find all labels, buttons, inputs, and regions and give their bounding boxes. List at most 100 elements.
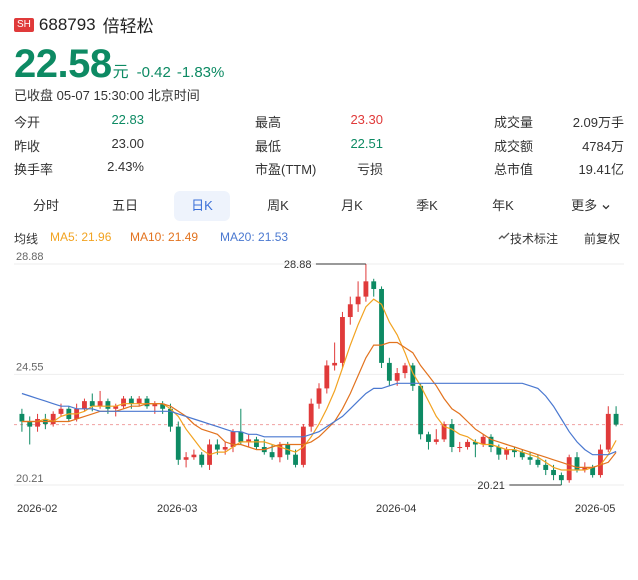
candle-body: [246, 439, 252, 442]
stat-label: 今开: [14, 115, 41, 130]
candle-body: [160, 403, 166, 409]
candle-body: [355, 296, 361, 305]
x-tick-label: 2026-03: [157, 503, 198, 515]
candle-body: [551, 469, 556, 476]
ma20-value: MA20: 21.53: [220, 230, 289, 244]
candle-body: [340, 317, 345, 363]
candle-body: [426, 434, 431, 442]
current-price: 22.58: [14, 42, 112, 86]
stat-pe-ttm: 市盈(TTM) 亏损: [255, 159, 383, 177]
price-change: -0.42: [136, 64, 171, 81]
candle-body: [504, 449, 510, 455]
stat-label: 总市值: [494, 162, 534, 177]
candle-body: [465, 441, 470, 448]
stat-low: 最低 22.51: [255, 136, 383, 154]
candle-body: [152, 403, 158, 407]
max-marker-label: 28.88: [284, 259, 312, 271]
tab-quarterly-k[interactable]: 季K: [416, 198, 438, 213]
candle-body: [394, 373, 400, 381]
candle-body: [441, 424, 447, 440]
tab-five-day[interactable]: 五日: [111, 198, 138, 213]
stat-volume: 成交量 2.09万手: [494, 112, 624, 130]
candle-body: [58, 408, 64, 414]
candle-body: [566, 457, 572, 481]
tab-yearly-k[interactable]: 年K: [492, 198, 514, 213]
candle-body: [379, 288, 384, 363]
candle-body: [168, 408, 173, 427]
ma10-line: [21, 341, 617, 468]
stat-value: 2.09万手: [572, 115, 624, 130]
candle-body: [82, 401, 87, 409]
stat-label: 最低: [255, 139, 282, 154]
stat-value: 22.51: [350, 136, 383, 151]
candle-body: [558, 475, 564, 481]
tab-more[interactable]: 更多: [558, 191, 624, 221]
ma20-line: [21, 382, 617, 456]
candle-body: [89, 401, 95, 407]
candle-body: [35, 418, 40, 427]
tab-monthly-k[interactable]: 月K: [341, 198, 363, 213]
candle-body: [535, 459, 541, 465]
stat-label: 换手率: [14, 162, 54, 177]
min-marker-label: 20.21: [477, 480, 505, 492]
candle-body: [254, 439, 259, 448]
candle-body: [598, 449, 603, 476]
candle-body: [433, 439, 439, 442]
price-change-percent: -1.83%: [176, 64, 225, 81]
candle-body: [183, 457, 189, 460]
exchange-badge: SH: [14, 17, 34, 32]
ma5-value: MA5: 21.96: [50, 230, 112, 244]
stat-open: 今开 22.83: [14, 112, 144, 130]
tab-weekly-k[interactable]: 周K: [267, 198, 289, 213]
candle-body: [293, 454, 298, 465]
stock-name: 倍轻松: [102, 17, 154, 36]
candle-body: [175, 426, 181, 460]
candle-body: [449, 424, 455, 448]
candle-body: [19, 413, 25, 422]
tab-intraday[interactable]: 分时: [32, 198, 59, 213]
candle-body: [613, 413, 619, 425]
candlestick-chart[interactable]: 28.88 24.55 20.21 28.88 20.21: [0, 248, 638, 528]
candle-body: [191, 454, 197, 458]
candle-body: [27, 421, 33, 427]
chevron-down-icon: [602, 204, 610, 209]
y-tick-label: 24.55: [16, 361, 44, 373]
stat-value: 4784万: [582, 139, 624, 154]
y-tick-label: 20.21: [16, 473, 44, 485]
candle-body: [488, 436, 494, 448]
candle-body: [605, 413, 611, 450]
candle-body: [543, 464, 549, 470]
tech-annotation-toggle[interactable]: 技术标注: [498, 230, 558, 246]
candle-body: [457, 447, 463, 449]
candle-body: [512, 449, 517, 453]
stat-label: 市盈(TTM): [255, 162, 317, 177]
candle-body: [230, 431, 236, 448]
candle-body: [199, 454, 205, 465]
tab-daily-k[interactable]: 日K: [174, 191, 230, 221]
stock-header: SH 688793 倍轻松: [14, 12, 154, 37]
candle-body: [480, 436, 486, 445]
stat-label: 成交额: [494, 139, 534, 154]
tech-annotation-label: 技术标注: [510, 232, 559, 246]
stat-market-cap: 总市值 19.41亿: [494, 159, 624, 177]
candle-body: [574, 457, 580, 470]
stat-value: 22.83: [111, 112, 144, 127]
stat-value: 23.00: [111, 136, 144, 151]
candle-body: [269, 452, 275, 458]
stat-label: 成交量: [494, 115, 534, 130]
x-tick-label: 2026-02: [17, 503, 58, 515]
candle-body: [418, 385, 424, 435]
candle-body: [332, 362, 338, 366]
candle-body: [590, 467, 596, 476]
stat-value: 2.43%: [107, 159, 144, 174]
candle-body: [582, 467, 588, 470]
market-status: 已收盘 05-07 15:30:00 北京时间: [14, 88, 200, 103]
candle-body: [496, 447, 502, 455]
candle-body: [347, 304, 353, 318]
ma-title[interactable]: 均线: [14, 232, 39, 246]
price-adjust-toggle[interactable]: 前复权: [584, 232, 621, 246]
candle-body: [144, 398, 150, 407]
candle-body: [136, 398, 142, 404]
candle-body: [402, 365, 408, 374]
